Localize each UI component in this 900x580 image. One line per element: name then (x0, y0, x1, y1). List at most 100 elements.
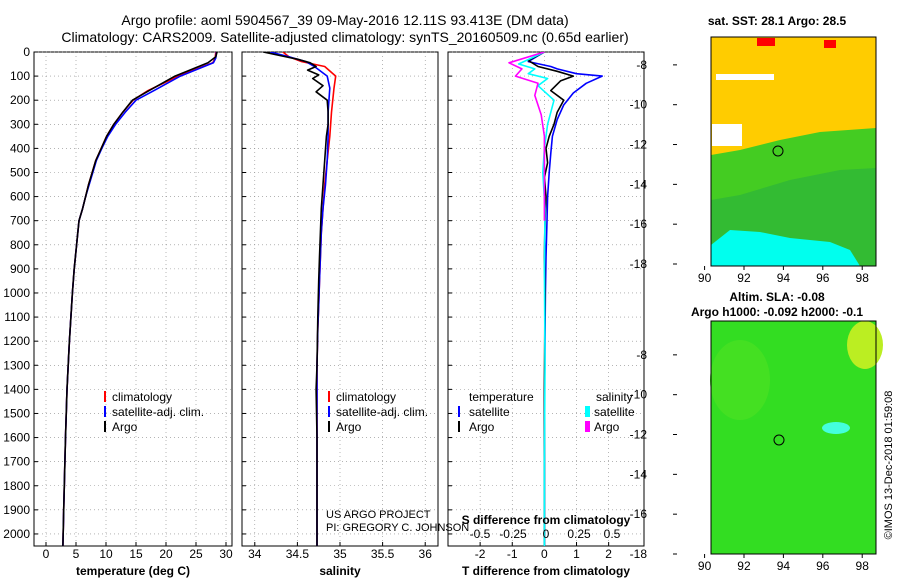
depth-tick-label: 500 (10, 165, 30, 179)
map-y-tick-label: -16 (630, 217, 648, 231)
difference-legend: temperature satellite Argo salinity sate… (458, 390, 635, 434)
s-diff-tick-label: -0.25 (499, 527, 527, 541)
t-difference-label: T difference from climatology (462, 564, 630, 578)
salinity-panel: 34 34.5 35 35.5 36 salinity climatology sate… (241, 51, 469, 578)
legend2-satellite-label: satellite-adj. clim. (336, 405, 428, 419)
series-line-satellite-adj-clim- (269, 52, 331, 546)
depth-tick-label: 1500 (3, 406, 30, 420)
difference-grid (448, 51, 644, 546)
x-tick-label: 30 (219, 547, 233, 561)
x-tick-label: 2 (605, 547, 612, 561)
temperature-x-ticks: 0 5 10 15 20 25 30 (43, 547, 233, 561)
title-line-1: Argo profile: aoml 5904567_39 09-May-201… (121, 12, 568, 28)
s-diff-tick-label: 0.5 (604, 527, 621, 541)
depth-tick-label: 100 (10, 69, 30, 83)
sst-map: sat. SST: 28.1 Argo: 28.5 90 92 94 96 98 -8 -1… (630, 14, 877, 285)
sst-missing-data-2 (712, 124, 742, 146)
credit-line-2: PI: GREGORY C. JOHNSON (326, 522, 469, 534)
depth-tick-label: 0 (23, 45, 30, 59)
legend3-sal-argo-label: Argo (594, 420, 620, 434)
salinity-lines (263, 52, 337, 546)
legend2-argo-label: Argo (336, 420, 362, 434)
series-line-temperature-satellite (527, 52, 604, 546)
temperature-lines (62, 52, 218, 546)
temperature-frame (33, 51, 233, 547)
salinity-legend: climatology satellite-adj. clim. Argo (328, 390, 428, 434)
credit-line-1: US ARGO PROJECT (326, 509, 431, 521)
s-diff-tick-label: 0 (543, 527, 550, 541)
legend2-climatology-label: climatology (336, 390, 396, 404)
legend-climatology-label: climatology (112, 390, 172, 404)
sla-high-anomaly (847, 321, 883, 369)
salinity-grid (242, 51, 438, 546)
series-line-temperature-argo (527, 52, 575, 546)
map-x-tick-label: 94 (777, 559, 791, 573)
map-x-tick-label: 92 (737, 271, 751, 285)
map-y-tick-label: -16 (630, 507, 648, 521)
x-tick-label: 35 (333, 547, 347, 561)
x-tick-label: 5 (73, 547, 80, 561)
difference-panel: -2 -1 0 1 2 -0.5 -0.25 0 0.25 0.5 S difference f… (447, 51, 645, 578)
x-tick-label: 1 (573, 547, 580, 561)
sst-map-frame (710, 36, 877, 267)
map-y-tick-label: -12 (630, 138, 648, 152)
salinity-frame (241, 51, 439, 547)
sla-map-ticks: 90 92 94 96 98 -8 -10 -12 -14 -16 -18 (630, 348, 870, 573)
depth-tick-label: 1600 (3, 431, 30, 445)
sla-low-anomaly (822, 422, 850, 434)
legend2-climatology-swatch (328, 391, 330, 402)
legend-satellite-swatch (104, 406, 106, 417)
x-tick-label: 20 (159, 547, 173, 561)
difference-frame (447, 51, 645, 547)
map-x-tick-label: 98 (856, 559, 870, 573)
x-tick-label: -2 (475, 547, 486, 561)
title-line-2: Climatology: CARS2009. Satellite-adjuste… (61, 29, 628, 45)
salinity-difference-x-ticks: -0.5 -0.25 0 0.25 0.5 (470, 527, 621, 541)
imos-watermark: ©IMOS 13-Dec-2018 01:59:08 (883, 391, 895, 540)
legend-argo-label: Argo (112, 420, 138, 434)
x-tick-label: 34 (248, 547, 262, 561)
map-y-tick-label: -8 (636, 348, 647, 362)
depth-tick-label: 1300 (3, 358, 30, 372)
x-tick-label: 15 (129, 547, 143, 561)
x-tick-label: 25 (189, 547, 203, 561)
depth-axis: 0 100 200 300 400 500 600 700 800 900 1000 1100 1200… (3, 45, 30, 541)
temperature-panel: 0 5 10 15 20 25 30 temperature (deg C) climato… (33, 51, 233, 578)
depth-tick-label: 700 (10, 214, 30, 228)
map-y-tick-label: -10 (630, 388, 648, 402)
map-y-tick-label: -12 (630, 428, 648, 442)
legend3-temp-argo-swatch (458, 421, 460, 432)
map-x-tick-label: 90 (698, 559, 712, 573)
temperature-x-label: temperature (deg C) (76, 564, 190, 578)
map-y-tick-label: -18 (630, 547, 648, 561)
legend2-satellite-swatch (328, 406, 330, 417)
legend-climatology-swatch (104, 391, 106, 402)
difference-x-ticks: -2 -1 0 1 2 (475, 547, 613, 561)
depth-tick-label: 800 (10, 238, 30, 252)
s-diff-tick-label: 0.25 (567, 527, 591, 541)
x-tick-label: 35.5 (371, 547, 395, 561)
sst-missing-data (716, 74, 774, 80)
depth-tick-label: 1700 (3, 455, 30, 469)
map-x-tick-label: 98 (856, 271, 870, 285)
sst-field-coldest (711, 230, 860, 266)
map-y-tick-label: -14 (630, 177, 648, 191)
depth-tick-label: 400 (10, 141, 30, 155)
s-difference-label: S difference from climatology (462, 513, 631, 527)
x-tick-label: 0 (43, 547, 50, 561)
sla-map-title-1: Altim. SLA: -0.08 (729, 290, 825, 304)
sla-map: Altim. SLA: -0.08 Argo h1000: -0.092 h20… (630, 290, 883, 573)
sla-argo-location (773, 434, 785, 446)
sst-argo-location (772, 145, 784, 157)
map-y-tick-label: -14 (630, 467, 648, 481)
x-tick-label: -1 (507, 547, 518, 561)
salinity-x-label: salinity (319, 564, 361, 578)
map-y-tick-label: -18 (630, 257, 648, 271)
series-line-salinity-argo (508, 52, 546, 221)
x-tick-label: 0 (541, 547, 548, 561)
depth-tick-label: 2000 (3, 527, 30, 541)
series-line-salinity-satellite (517, 52, 555, 546)
depth-tick-label: 1400 (3, 382, 30, 396)
x-tick-label: 10 (99, 547, 113, 561)
